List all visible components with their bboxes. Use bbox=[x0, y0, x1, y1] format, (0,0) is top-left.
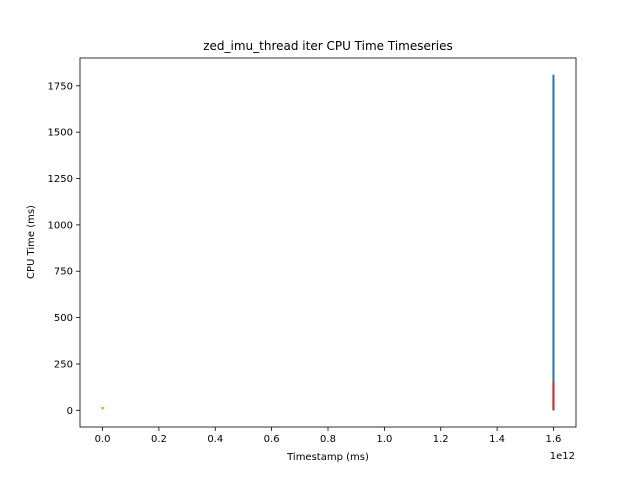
series-layer bbox=[101, 74, 555, 411]
y-tick-label: 750 bbox=[54, 267, 73, 278]
x-tick-label: 0.8 bbox=[320, 434, 336, 445]
y-tick-label: 0 bbox=[67, 406, 73, 417]
chart-title: zed_imu_thread iter CPU Time Timeseries bbox=[203, 39, 453, 53]
x-axis-offset-label: 1e12 bbox=[550, 451, 575, 462]
y-tick-label: 1750 bbox=[48, 81, 73, 92]
x-tick-label: 1.6 bbox=[546, 434, 562, 445]
y-tick-label: 1250 bbox=[48, 174, 73, 185]
x-axis-ticks: 0.0 0.2 0.4 0.6 0.8 1.0 1.2 1.4 1.6 bbox=[95, 427, 562, 445]
x-tick-label: 1.0 bbox=[376, 434, 392, 445]
x-tick-label: 0.0 bbox=[95, 434, 111, 445]
y-axis-label: CPU Time (ms) bbox=[26, 205, 37, 279]
y-tick-label: 1500 bbox=[48, 128, 73, 139]
x-tick-label: 0.6 bbox=[264, 434, 280, 445]
x-tick-label: 0.2 bbox=[151, 434, 167, 445]
y-tick-label: 500 bbox=[54, 313, 73, 324]
y-tick-label: 250 bbox=[54, 359, 73, 370]
y-axis-ticks: 0 250 500 750 1000 1250 1500 1750 bbox=[48, 81, 80, 417]
x-axis-label: Timestamp (ms) bbox=[286, 452, 369, 463]
y-tick-label: 1000 bbox=[48, 220, 73, 231]
x-tick-label: 1.2 bbox=[433, 434, 449, 445]
plot-area-frame bbox=[79, 57, 577, 428]
x-tick-label: 0.4 bbox=[207, 434, 223, 445]
x-tick-label: 1.4 bbox=[489, 434, 505, 445]
